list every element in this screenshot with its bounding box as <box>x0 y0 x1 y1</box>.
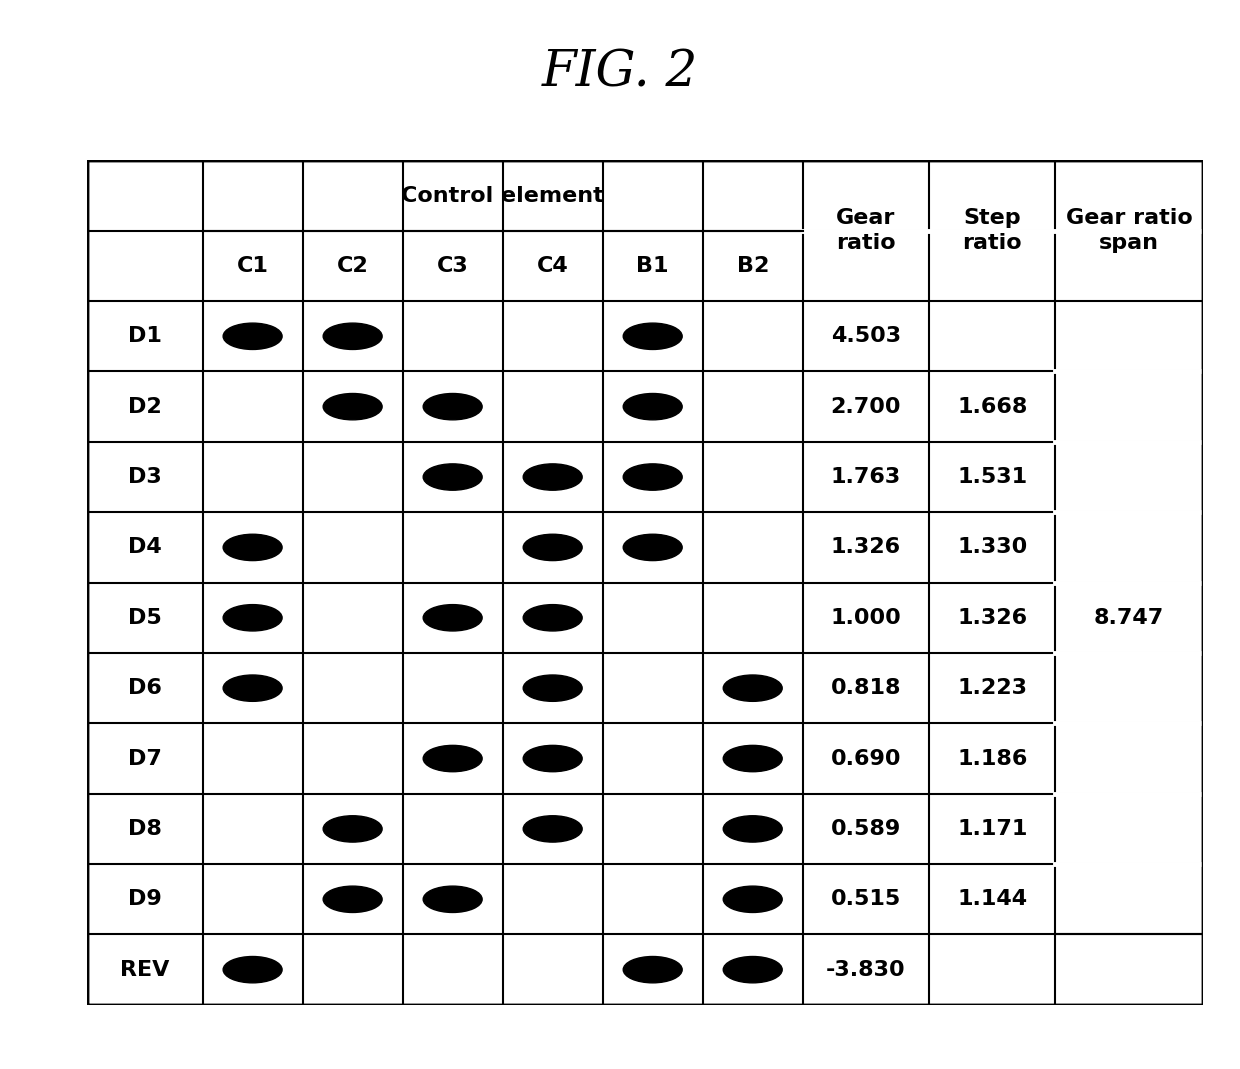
Text: 0.515: 0.515 <box>831 889 901 910</box>
Ellipse shape <box>324 816 382 842</box>
Text: 0.690: 0.690 <box>831 748 901 769</box>
Text: D4: D4 <box>128 538 161 557</box>
Text: D2: D2 <box>128 397 161 417</box>
Text: 1.326: 1.326 <box>957 608 1027 628</box>
Text: D5: D5 <box>128 608 161 628</box>
Ellipse shape <box>624 393 682 420</box>
Ellipse shape <box>723 745 782 772</box>
Ellipse shape <box>523 745 582 772</box>
Ellipse shape <box>223 957 283 982</box>
Ellipse shape <box>223 675 283 701</box>
Text: B2: B2 <box>737 255 769 276</box>
Ellipse shape <box>624 957 682 982</box>
Ellipse shape <box>723 957 782 982</box>
Text: B1: B1 <box>636 255 668 276</box>
Text: Step
ratio: Step ratio <box>962 208 1022 253</box>
Text: C3: C3 <box>436 255 469 276</box>
Text: 2.700: 2.700 <box>831 397 901 417</box>
Text: D3: D3 <box>128 467 161 487</box>
Ellipse shape <box>523 464 582 491</box>
Text: 1.668: 1.668 <box>957 397 1028 417</box>
Ellipse shape <box>223 323 283 350</box>
Text: C4: C4 <box>537 255 569 276</box>
Text: C2: C2 <box>337 255 368 276</box>
Text: 1.763: 1.763 <box>831 467 901 487</box>
Ellipse shape <box>423 605 482 631</box>
Text: C1: C1 <box>237 255 269 276</box>
Ellipse shape <box>723 886 782 913</box>
Ellipse shape <box>523 534 582 560</box>
Text: D8: D8 <box>128 819 161 839</box>
Ellipse shape <box>423 886 482 913</box>
Text: 1.186: 1.186 <box>957 748 1028 769</box>
Ellipse shape <box>223 534 283 560</box>
Ellipse shape <box>423 393 482 420</box>
Ellipse shape <box>523 816 582 842</box>
Text: 0.818: 0.818 <box>831 678 901 698</box>
Text: Control element: Control element <box>402 186 604 205</box>
Ellipse shape <box>624 534 682 560</box>
Text: D7: D7 <box>128 748 161 769</box>
Text: 1.171: 1.171 <box>957 819 1028 839</box>
Text: REV: REV <box>120 960 170 979</box>
Text: D1: D1 <box>128 326 161 346</box>
Text: Gear ratio
span: Gear ratio span <box>1065 208 1193 253</box>
Text: FIG. 2: FIG. 2 <box>542 48 698 97</box>
Text: 1.326: 1.326 <box>831 538 901 557</box>
Text: -3.830: -3.830 <box>826 960 905 979</box>
Text: Gear
ratio: Gear ratio <box>836 208 895 253</box>
Ellipse shape <box>423 745 482 772</box>
Ellipse shape <box>723 816 782 842</box>
Ellipse shape <box>523 675 582 701</box>
Text: 1.223: 1.223 <box>957 678 1027 698</box>
Text: D9: D9 <box>128 889 161 910</box>
Text: 1.330: 1.330 <box>957 538 1028 557</box>
Ellipse shape <box>523 605 582 631</box>
Text: 0.589: 0.589 <box>831 819 901 839</box>
Text: D6: D6 <box>128 678 161 698</box>
Ellipse shape <box>223 605 283 631</box>
Text: 1.000: 1.000 <box>831 608 901 628</box>
Ellipse shape <box>624 323 682 350</box>
Text: 1.531: 1.531 <box>957 467 1027 487</box>
Ellipse shape <box>324 393 382 420</box>
Ellipse shape <box>324 886 382 913</box>
Text: 8.747: 8.747 <box>1094 608 1164 628</box>
Ellipse shape <box>723 675 782 701</box>
Ellipse shape <box>423 464 482 491</box>
Ellipse shape <box>624 464 682 491</box>
Text: 1.144: 1.144 <box>957 889 1027 910</box>
Ellipse shape <box>324 323 382 350</box>
Text: 4.503: 4.503 <box>831 326 901 346</box>
